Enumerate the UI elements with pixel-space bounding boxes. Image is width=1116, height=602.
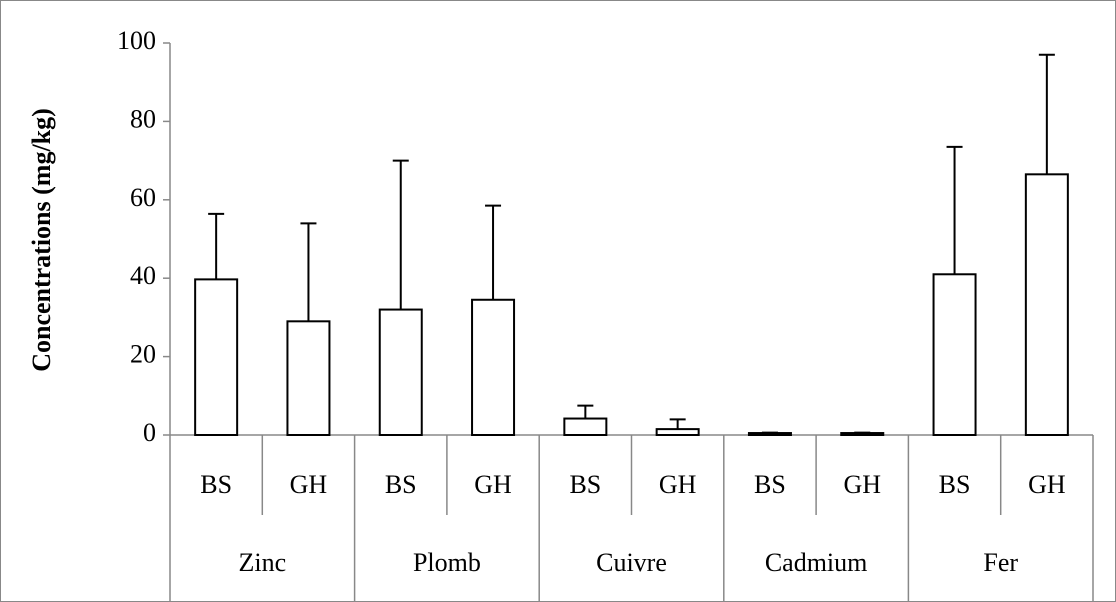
x-tick-label: GH — [1028, 470, 1066, 499]
y-tick-label: 0 — [143, 418, 156, 447]
bar — [378, 308, 423, 436]
group-label: Zinc — [238, 548, 286, 577]
y-tick-label: 20 — [130, 340, 156, 369]
x-tick-label: BS — [939, 470, 971, 499]
x-tick-label: BS — [385, 470, 417, 499]
x-tick-label: GH — [843, 470, 881, 499]
x-tick-label: BS — [754, 470, 786, 499]
bar — [840, 432, 885, 437]
x-tick-label: GH — [290, 470, 328, 499]
x-tick-label: GH — [474, 470, 512, 499]
x-tick-label: BS — [200, 470, 232, 499]
y-tick-label: 80 — [130, 104, 156, 133]
y-tick-label: 100 — [117, 26, 156, 55]
bar — [194, 278, 239, 436]
bar — [655, 428, 700, 436]
bar — [932, 273, 977, 436]
group-label: Cuivre — [596, 548, 667, 577]
y-tick-label: 40 — [130, 261, 156, 290]
group-label: Cadmium — [765, 548, 868, 577]
x-tick-label: BS — [569, 470, 601, 499]
bar — [747, 432, 792, 437]
y-tick-label: 60 — [130, 183, 156, 212]
bar — [563, 417, 608, 437]
x-tick-label: GH — [659, 470, 697, 499]
group-label: Fer — [983, 548, 1018, 577]
bar — [286, 320, 331, 437]
bar — [1024, 173, 1069, 436]
y-axis-label: Concentrations (mg/kg) — [27, 108, 56, 372]
group-label: Plomb — [413, 548, 481, 577]
bar — [471, 298, 516, 437]
